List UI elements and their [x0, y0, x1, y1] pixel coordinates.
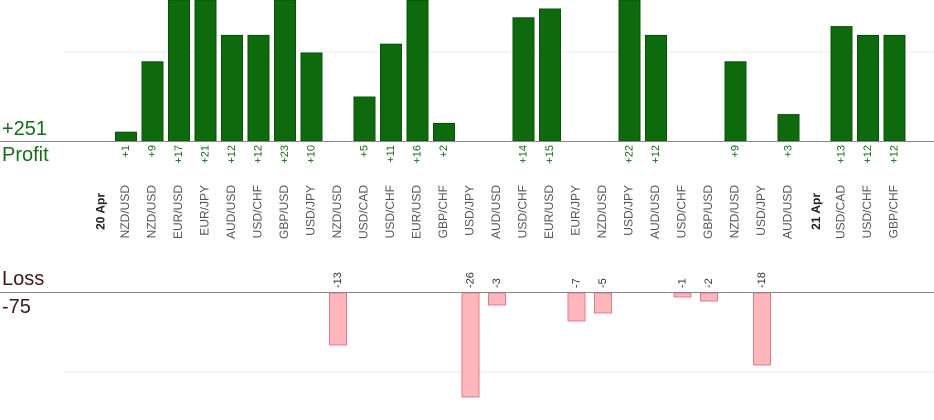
loss-bar	[488, 292, 506, 306]
category-label: AUD/USD	[781, 185, 795, 239]
category-label: USD/CHF	[383, 185, 397, 238]
profit-bar	[406, 0, 429, 142]
profit-bar	[830, 26, 853, 142]
profit-value-label: +2	[438, 145, 450, 158]
loss-value-label: -3	[491, 278, 503, 288]
category-label: EUR/USD	[171, 185, 185, 239]
category-label: GBP/USD	[701, 185, 715, 239]
loss-value-label: -5	[597, 278, 609, 288]
profit-bar	[221, 34, 243, 142]
loss-value-label: -18	[756, 272, 768, 288]
profit-value-label: +12	[650, 145, 662, 164]
category-label: USD/CHF	[516, 185, 530, 238]
loss-bar	[567, 292, 586, 322]
loss-bar	[329, 292, 347, 346]
category-label: USD/JPY	[463, 185, 477, 236]
profit-value-label: +9	[146, 145, 158, 158]
profit-value-label: +12	[862, 145, 874, 164]
profit-value-label: +9	[729, 145, 741, 158]
profit-bar	[168, 0, 190, 142]
category-label: EUR/USD	[542, 185, 556, 239]
category-label: USD/JPY	[754, 185, 768, 236]
loss-value-label: -26	[464, 272, 476, 288]
category-label: GBP/CHF	[887, 185, 901, 238]
category-label: USD/CHF	[675, 185, 689, 238]
category-label: USD/CHF	[860, 185, 874, 238]
date-label: 21 Apr	[809, 193, 823, 230]
profit-value-label: +12	[888, 145, 900, 164]
profit-bar	[141, 61, 164, 142]
profit-value-label: +21	[199, 145, 211, 164]
profit-value-label: +22	[623, 145, 635, 164]
category-label: USD/CAD	[834, 185, 848, 239]
profit-bar	[618, 0, 641, 142]
profit-value-label: +5	[358, 145, 370, 158]
profit-bar	[115, 131, 137, 142]
profit-value-label: +16	[411, 145, 423, 164]
profit-value-label: +14	[517, 145, 529, 164]
category-label: USD/JPY	[304, 185, 318, 236]
loss-bar	[673, 292, 692, 298]
profit-value-label: +12	[252, 145, 264, 164]
profit-bar	[274, 0, 296, 142]
profit-label: Profit	[2, 144, 49, 166]
loss-total: -75	[2, 296, 31, 318]
profit-bar	[194, 0, 217, 142]
profit-value-label: +10	[305, 145, 317, 164]
profit-value-label: +12	[226, 145, 238, 164]
profit-bar	[300, 52, 323, 142]
profit-value-label: +3	[782, 145, 794, 158]
profit-value-label: +23	[279, 145, 291, 164]
profit-bar	[247, 34, 270, 142]
category-label: EUR/JPY	[198, 185, 212, 236]
profit-total: +251	[2, 118, 48, 140]
category-label: AUD/USD	[224, 185, 238, 239]
loss-bar	[700, 292, 718, 302]
category-label: USD/CAD	[357, 185, 371, 239]
profit-bar	[883, 34, 906, 142]
loss-value-label: -13	[332, 272, 344, 288]
category-label: USD/CHF	[251, 185, 265, 238]
profit-bar	[353, 96, 376, 142]
category-label: GBP/CHF	[436, 185, 450, 238]
profit-value-label: +17	[173, 145, 185, 164]
category-label: AUD/USD	[489, 185, 503, 239]
profit-bar	[724, 61, 747, 142]
loss-value-label: -7	[570, 278, 582, 288]
category-label: EUR/JPY	[569, 185, 583, 236]
profit-bar	[539, 8, 561, 142]
loss-value-label: -2	[703, 278, 715, 288]
profit-value-label: +11	[385, 145, 397, 163]
category-label: NZD/USD	[728, 185, 742, 239]
category-label: EUR/USD	[410, 185, 424, 239]
category-label: NZD/USD	[595, 185, 609, 239]
category-label: NZD/USD	[118, 185, 132, 239]
profit-bar	[777, 114, 800, 142]
loss-bar	[753, 292, 771, 366]
loss-bar	[594, 292, 612, 314]
loss-bar	[461, 292, 480, 398]
profit-bar	[512, 17, 535, 142]
profit-bar	[380, 43, 402, 142]
profit-bar	[433, 122, 455, 142]
category-label: GBP/USD	[277, 185, 291, 239]
loss-value-label: -1	[676, 278, 688, 288]
category-label: NZD/USD	[330, 185, 344, 239]
profit-value-label: +13	[835, 145, 847, 164]
date-label: 20 Apr	[94, 193, 108, 230]
category-label: AUD/USD	[648, 185, 662, 239]
profit-bar	[857, 34, 879, 142]
profit-value-label: +1	[120, 145, 132, 158]
loss-label: Loss	[2, 268, 45, 290]
profit-value-label: +15	[544, 145, 556, 164]
category-label: NZD/USD	[145, 185, 159, 239]
profit-bar	[645, 34, 667, 142]
category-label: USD/JPY	[622, 185, 636, 236]
